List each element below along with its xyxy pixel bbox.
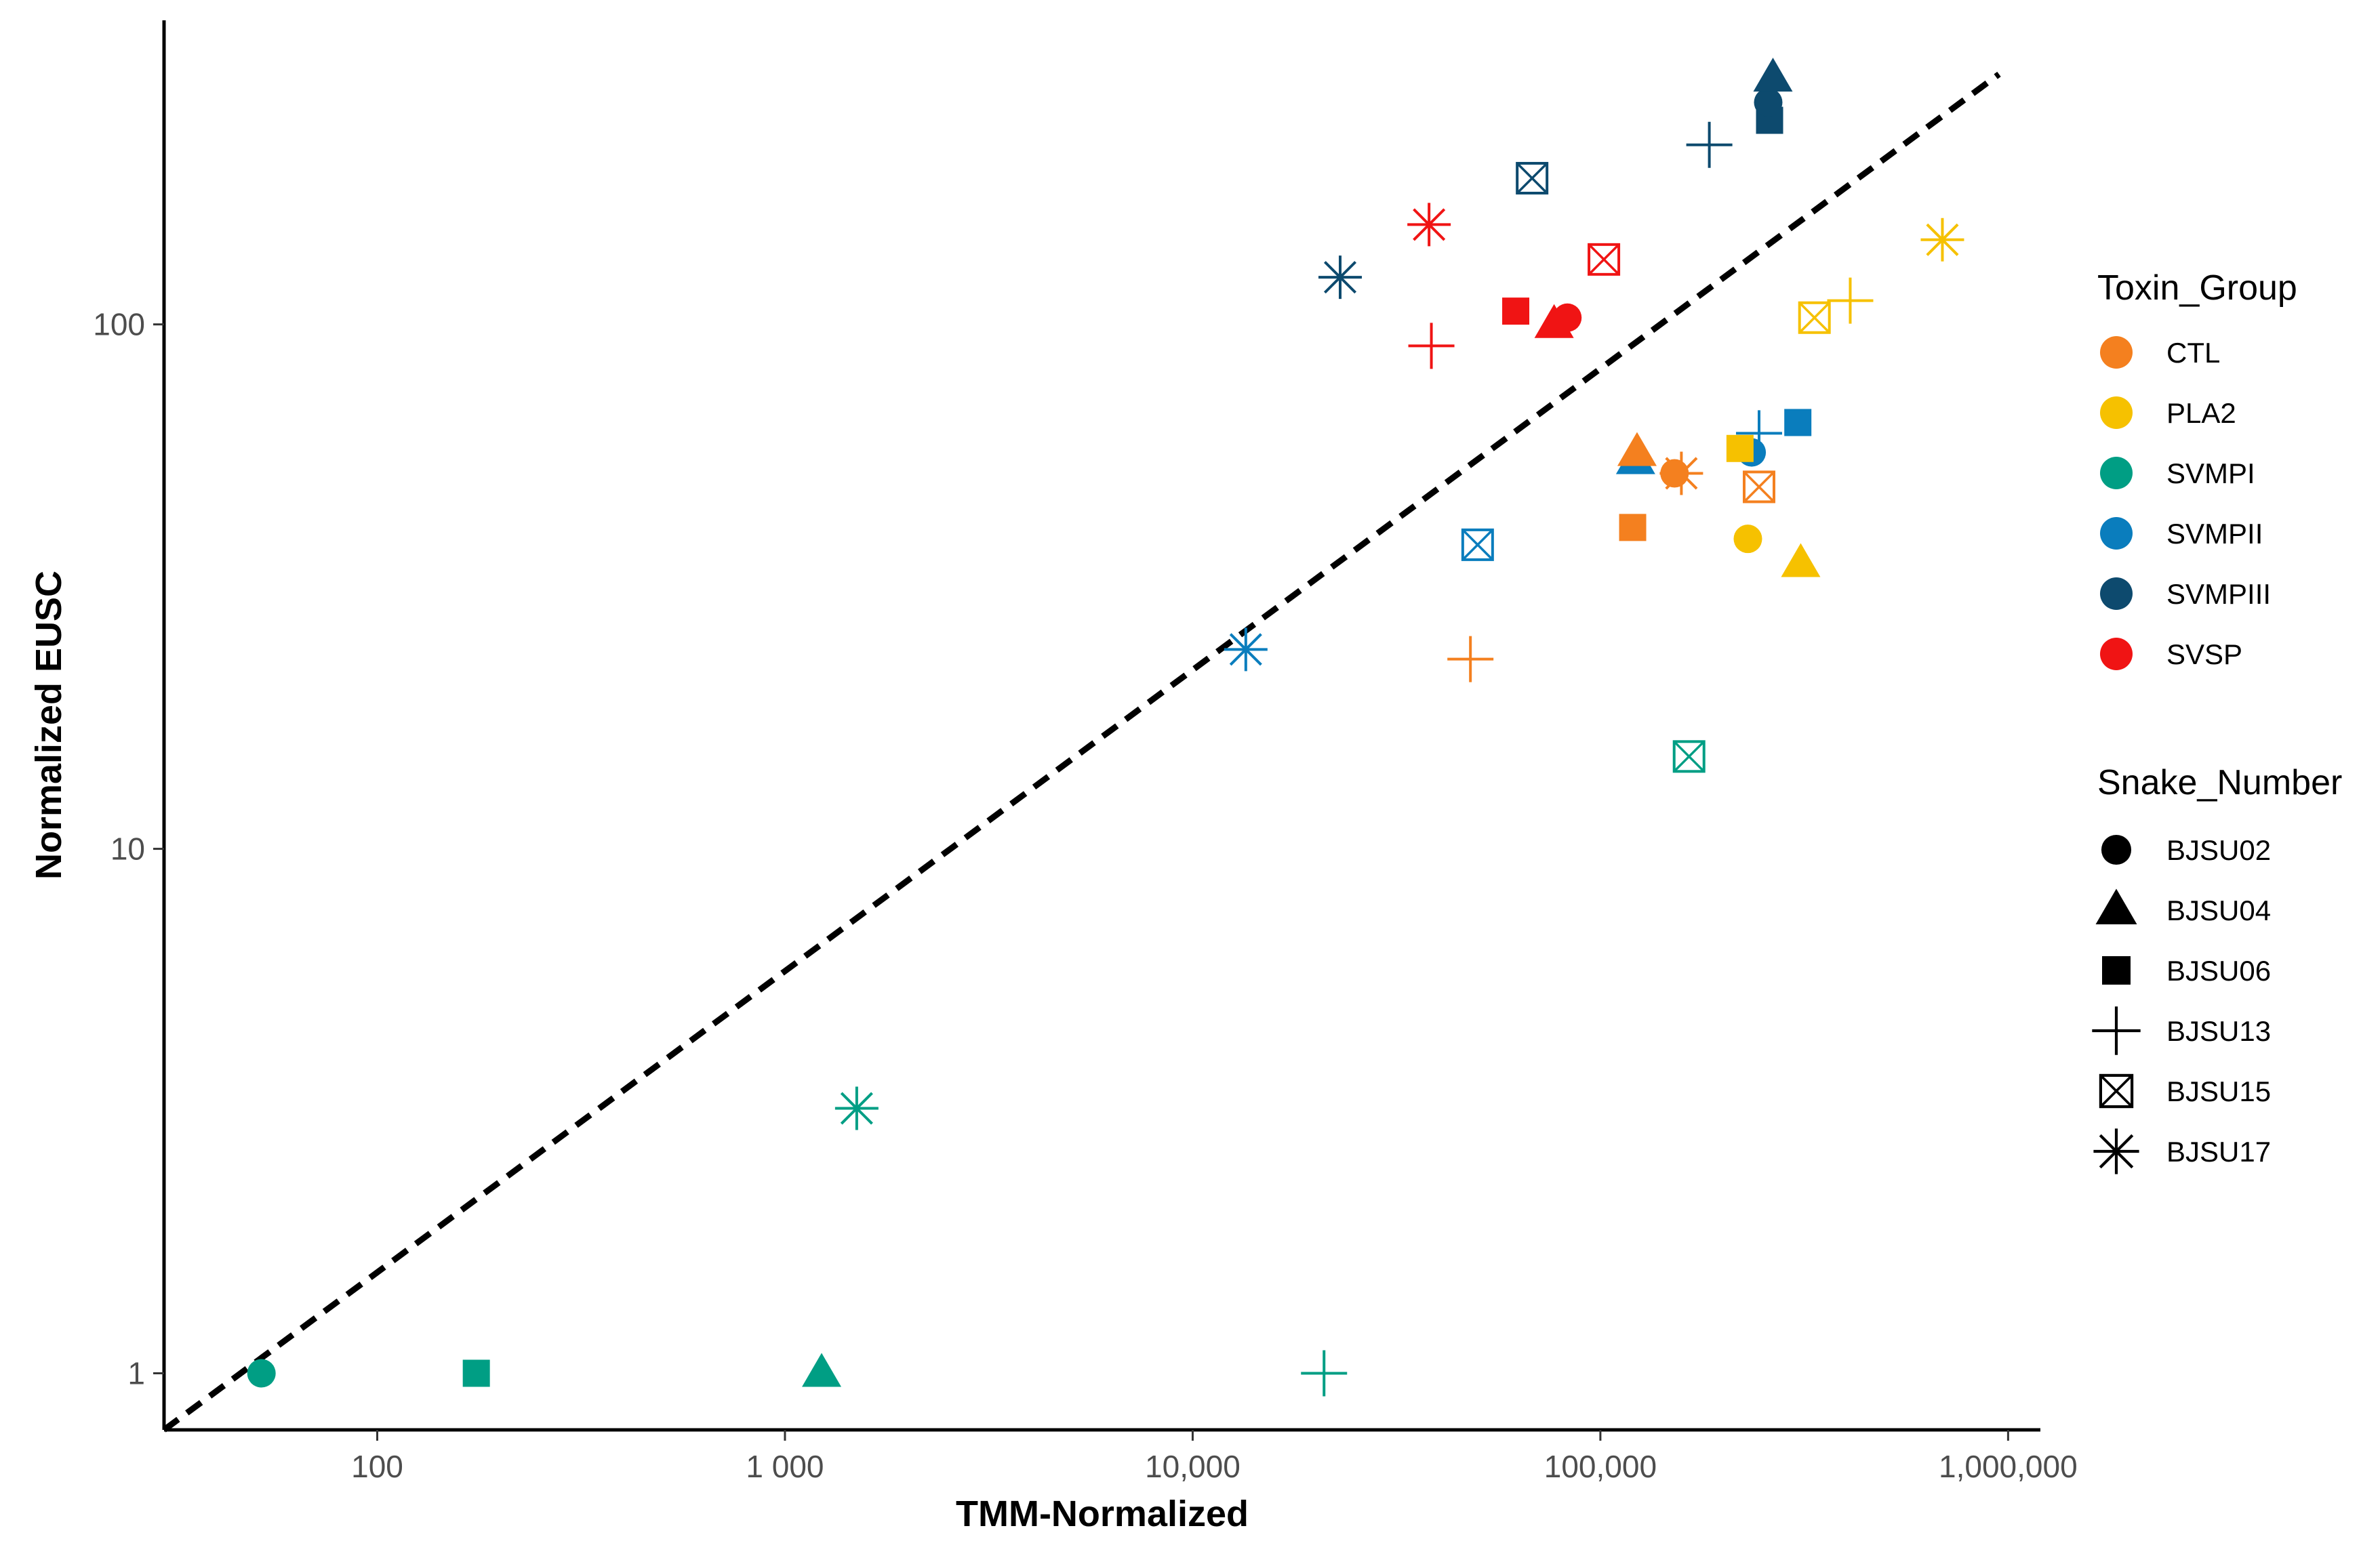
legend-label-pla2: PLA2 — [2166, 397, 2236, 429]
legend-label-ctl: CTL — [2166, 337, 2220, 369]
point-pla2-bjsu06 — [1726, 434, 1754, 462]
point-svmpii-bjsu13 — [1735, 410, 1782, 457]
legend-label-bjsu15: BJSU15 — [2166, 1075, 2271, 1107]
point-svsp-bjsu13 — [1408, 323, 1455, 369]
point-ctl-bjsu06 — [1619, 514, 1647, 541]
x-tick-label: 10,000 — [1145, 1449, 1241, 1484]
point-svsp-bjsu02 — [1553, 303, 1582, 332]
legend-label-bjsu06: BJSU06 — [2166, 955, 2271, 987]
point-svmpiii-bjsu04 — [1753, 58, 1793, 92]
data-points — [247, 58, 1964, 1397]
legend-label-svmpii: SVMPII — [2166, 518, 2263, 550]
legend-key-svsp — [2100, 638, 2133, 670]
point-ctl-bjsu02 — [1660, 459, 1689, 488]
legend-key-bjsu04 — [2095, 888, 2137, 924]
point-pla2-bjsu17 — [1920, 218, 1964, 262]
point-svmpiii-bjsu13 — [1686, 121, 1733, 168]
point-svsp-bjsu17 — [1407, 203, 1451, 247]
point-ctl-bjsu13 — [1447, 636, 1494, 682]
legend-key-ctl — [2100, 336, 2133, 369]
point-ctl-bjsu15 — [1742, 470, 1775, 504]
point-svmpii-bjsu06 — [1784, 409, 1812, 436]
point-svmpiii-bjsu15 — [1516, 161, 1549, 194]
legend-key-pla2 — [2100, 396, 2133, 429]
legend-title-snake-number: Snake_Number — [2097, 763, 2342, 802]
x-tick-label: 100 — [351, 1449, 403, 1484]
y-axis-ticks: 1 10 100 — [93, 307, 164, 1391]
legend-key-svmpi — [2100, 457, 2133, 489]
legend-snake-number: Snake_Number BJSU02 BJSU04 BJSU06 BJSU13 BJS… — [2092, 763, 2342, 1174]
x-axis-ticks: 100 1 000 10,000 100,000 1,000,000 — [351, 1430, 2078, 1484]
point-svmpiii-bjsu02 — [1754, 88, 1783, 117]
y-tick-label: 1 — [127, 1355, 145, 1391]
legend-label-svmpi: SVMPI — [2166, 457, 2255, 489]
point-svmpi-bjsu06 — [462, 1359, 490, 1387]
point-svmpi-bjsu13 — [1301, 1350, 1348, 1397]
point-svmpiii-bjsu17 — [1318, 255, 1363, 300]
legend-key-bjsu06 — [2102, 956, 2131, 985]
legend-label-bjsu02: BJSU02 — [2166, 834, 2271, 866]
legend-label-svmpiii: SVMPIII — [2166, 578, 2271, 610]
point-svmpi-bjsu17 — [834, 1086, 879, 1130]
point-svmpi-bjsu04 — [802, 1353, 842, 1387]
legend-key-bjsu15 — [2099, 1073, 2134, 1109]
point-pla2-bjsu02 — [1733, 525, 1762, 554]
legend-label-svsp: SVSP — [2166, 638, 2242, 670]
legend-key-bjsu02 — [2101, 834, 2132, 865]
legend-label-bjsu04: BJSU04 — [2166, 895, 2271, 926]
x-axis-title: TMM-Normalized — [956, 1494, 1249, 1534]
legend-toxin-group: Toxin_Group CTL PLA2 SVMPI SVMPII SVMPIII SVS… — [2097, 268, 2297, 670]
legend-key-svmpiii — [2100, 577, 2133, 610]
point-svsp-bjsu15 — [1588, 243, 1621, 276]
legend-key-bjsu13 — [2092, 1006, 2141, 1055]
point-svmpi-bjsu02 — [247, 1359, 276, 1388]
y-tick-label: 100 — [93, 307, 145, 342]
legend-title-toxin-group: Toxin_Group — [2097, 268, 2297, 308]
y-tick-label: 10 — [110, 831, 145, 867]
legend-key-bjsu17 — [2093, 1128, 2139, 1174]
x-tick-label: 1 000 — [746, 1449, 824, 1484]
y-axis-title: Normalized EUSC — [28, 571, 69, 880]
point-svmpii-bjsu15 — [1461, 528, 1494, 561]
x-tick-label: 100,000 — [1544, 1449, 1657, 1484]
point-pla2-bjsu15 — [1798, 301, 1831, 334]
legend-label-bjsu13: BJSU13 — [2166, 1015, 2271, 1047]
legend-label-bjsu17: BJSU17 — [2166, 1136, 2271, 1168]
point-svsp-bjsu06 — [1502, 297, 1530, 325]
legend-key-svmpii — [2100, 517, 2133, 550]
point-pla2-bjsu04 — [1781, 543, 1821, 577]
reference-dashed-line — [162, 71, 2001, 1433]
point-pla2-bjsu13 — [1827, 277, 1874, 324]
point-svmpi-bjsu15 — [1672, 740, 1706, 773]
x-tick-label: 1,000,000 — [1939, 1449, 2078, 1484]
point-svmpii-bjsu17 — [1224, 628, 1268, 672]
point-ctl-bjsu04 — [1617, 432, 1657, 466]
